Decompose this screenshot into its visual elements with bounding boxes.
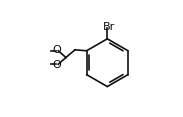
Text: Br: Br [102,22,115,32]
Text: O: O [53,60,61,70]
Text: O: O [53,45,61,55]
